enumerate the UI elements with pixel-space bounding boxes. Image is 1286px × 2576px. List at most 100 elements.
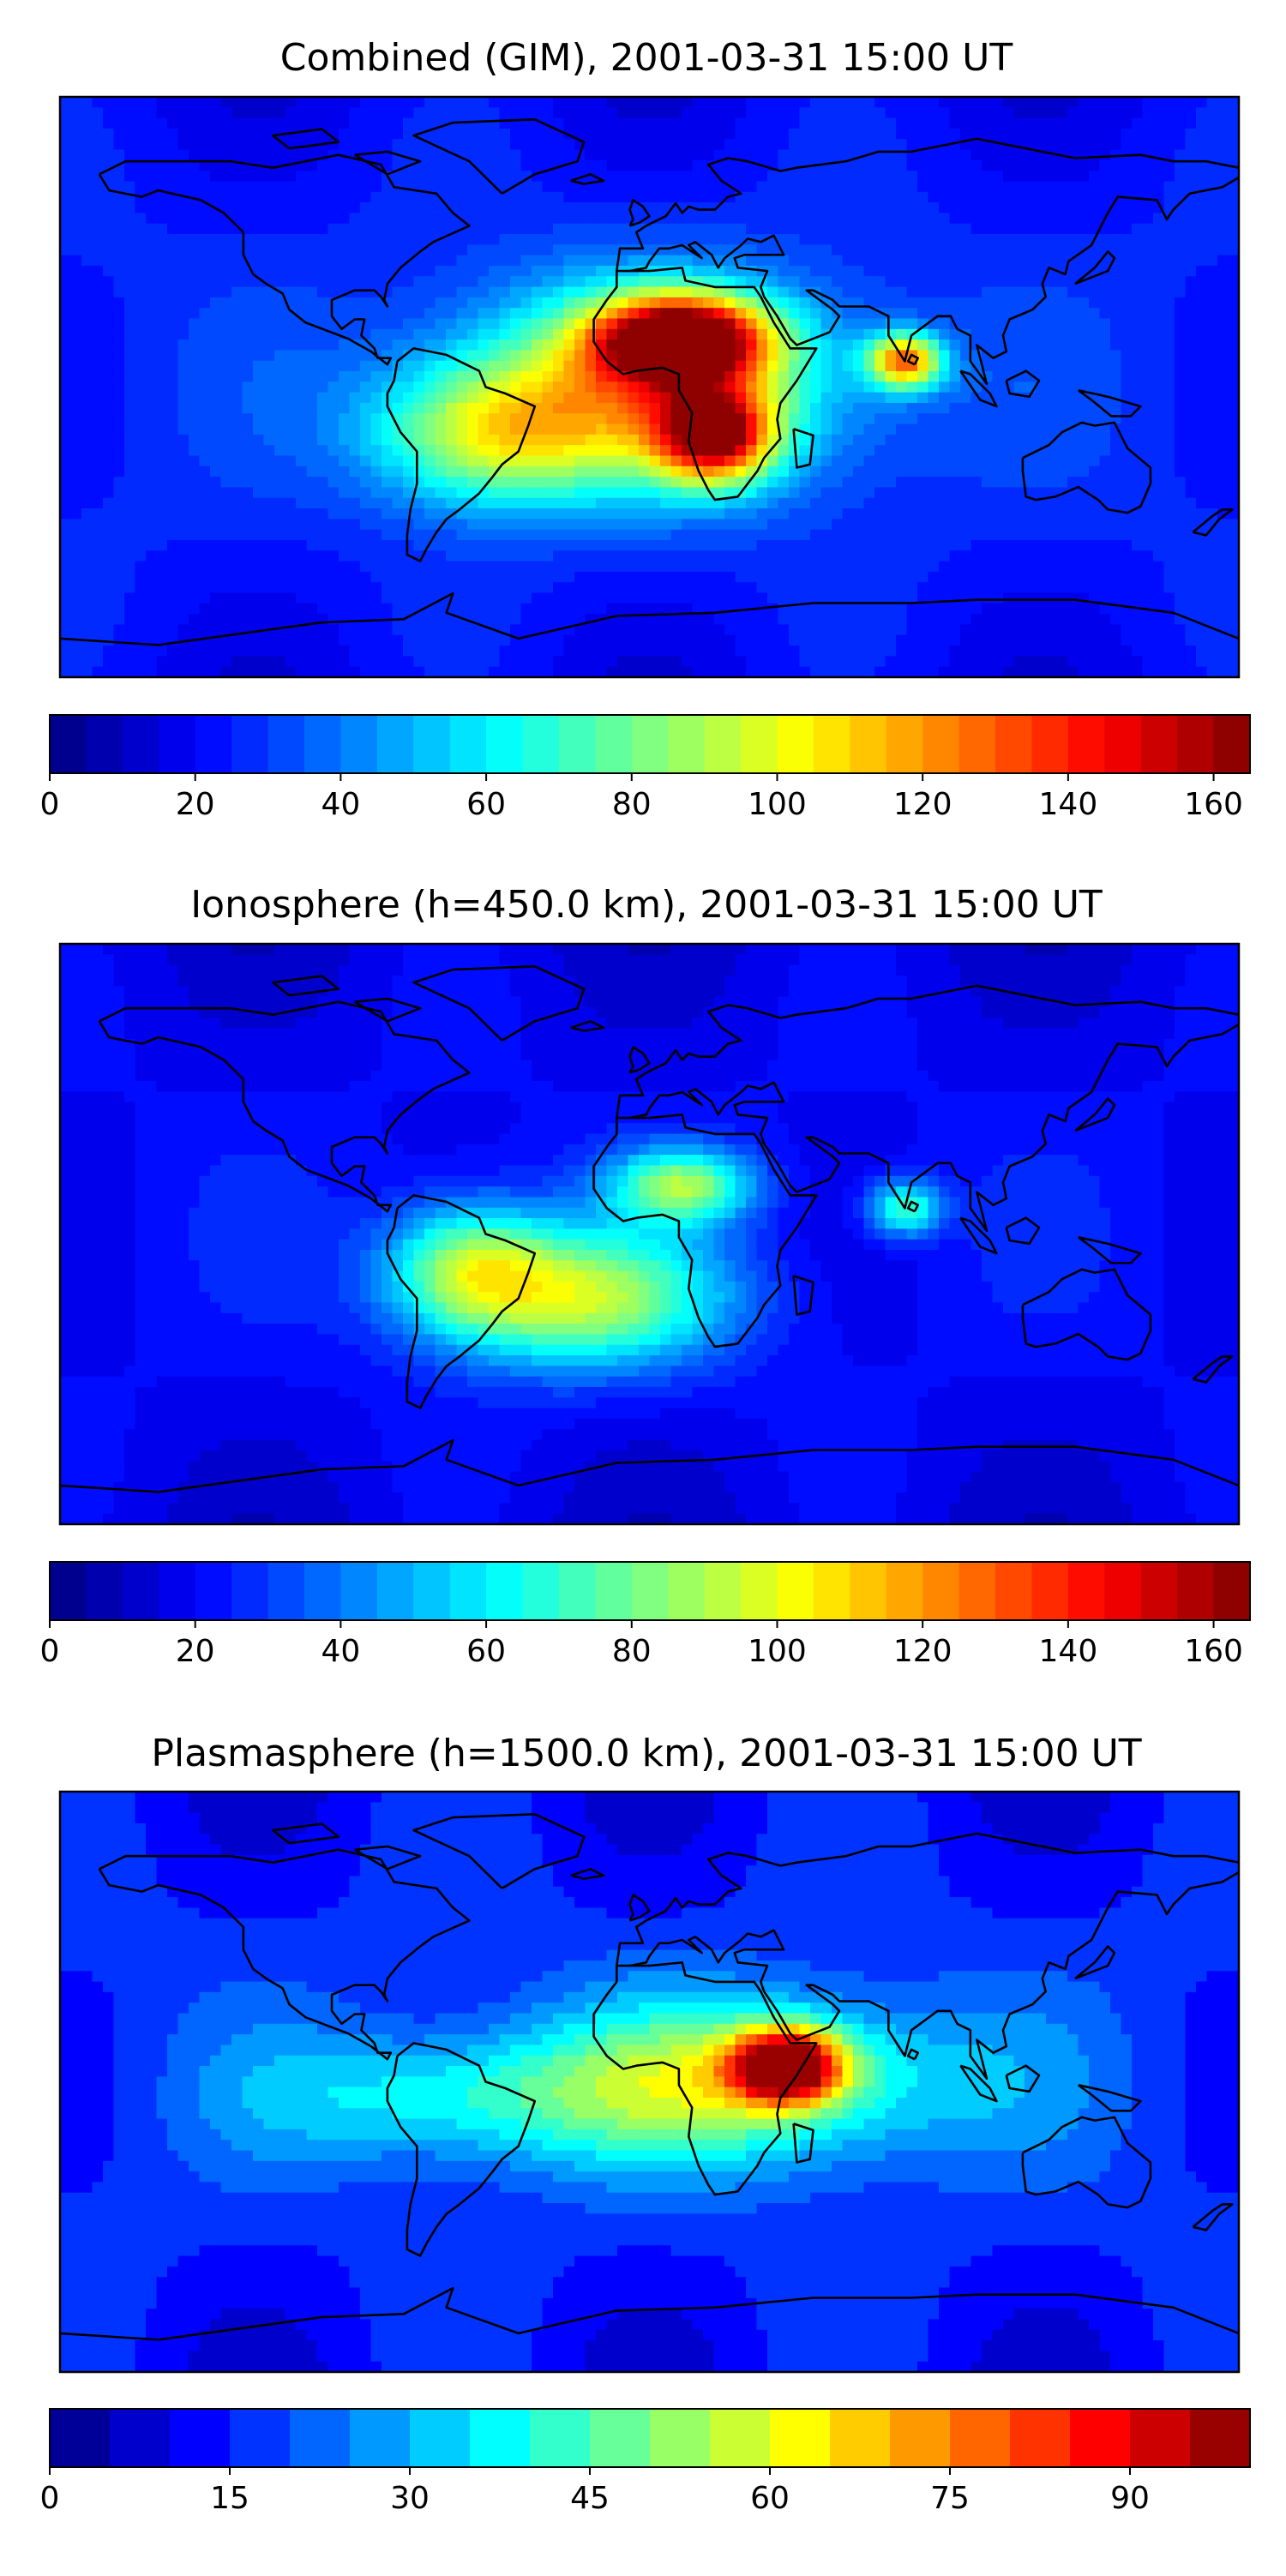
field-cell bbox=[392, 97, 404, 108]
field-cell bbox=[1132, 339, 1144, 351]
field-cell bbox=[1099, 455, 1111, 467]
field-cell bbox=[832, 392, 844, 404]
field-cell bbox=[1142, 413, 1154, 425]
field-cell bbox=[789, 413, 801, 425]
field-cell bbox=[478, 339, 490, 351]
field-cell bbox=[713, 487, 725, 499]
field-cell bbox=[1013, 159, 1025, 171]
field-cell bbox=[370, 381, 382, 393]
field-cell bbox=[435, 159, 447, 171]
field-cell bbox=[820, 561, 832, 573]
field-cell bbox=[1185, 276, 1197, 288]
field-cell bbox=[210, 128, 222, 140]
field-cell bbox=[639, 286, 651, 298]
field-cell bbox=[274, 402, 286, 414]
field-cell bbox=[1196, 423, 1208, 435]
field-cell bbox=[917, 318, 929, 330]
field-cell bbox=[285, 149, 297, 161]
field-cell bbox=[767, 255, 779, 267]
field-cell bbox=[1003, 308, 1015, 320]
field-cell bbox=[563, 455, 575, 467]
field-cell bbox=[113, 117, 125, 129]
field-cell bbox=[167, 308, 179, 320]
field-cell bbox=[1163, 465, 1175, 477]
field-cell bbox=[1078, 171, 1090, 183]
field-cell bbox=[1142, 234, 1154, 245]
field-cell bbox=[510, 350, 522, 362]
field-cell bbox=[499, 434, 511, 446]
field-cell bbox=[199, 550, 211, 562]
field-cell bbox=[532, 497, 544, 509]
field-cell bbox=[446, 529, 458, 541]
field-cell bbox=[167, 360, 179, 372]
field-cell bbox=[628, 392, 640, 404]
field-cell bbox=[606, 297, 618, 309]
field-cell bbox=[982, 381, 994, 393]
field-cell bbox=[1013, 234, 1025, 245]
field-cell bbox=[328, 477, 340, 489]
field-cell bbox=[156, 308, 168, 320]
field-cell bbox=[670, 149, 682, 161]
field-cell bbox=[446, 465, 458, 477]
field-cell bbox=[70, 97, 82, 108]
field-cell bbox=[156, 297, 168, 309]
field-cell bbox=[746, 297, 758, 309]
field-cell bbox=[617, 139, 629, 151]
field-cell bbox=[360, 455, 372, 467]
field-cell bbox=[767, 339, 779, 351]
field-cell bbox=[1196, 413, 1208, 425]
field-cell bbox=[863, 497, 875, 509]
field-cell bbox=[789, 181, 801, 193]
field-cell bbox=[263, 328, 275, 340]
field-cell bbox=[478, 159, 490, 171]
field-cell bbox=[713, 550, 725, 562]
field-cell bbox=[103, 392, 115, 404]
field-cell bbox=[177, 159, 189, 171]
field-cell bbox=[799, 328, 811, 340]
field-cell bbox=[574, 308, 586, 320]
field-cell bbox=[585, 234, 597, 245]
field-cell bbox=[81, 97, 93, 108]
field-cell bbox=[81, 139, 93, 151]
field-cell bbox=[382, 371, 394, 382]
field-cell bbox=[574, 159, 586, 171]
field-cell bbox=[1089, 297, 1101, 309]
field-cell bbox=[1078, 128, 1090, 140]
field-cell bbox=[553, 371, 565, 382]
field-cell bbox=[1003, 286, 1015, 298]
field-cell bbox=[435, 434, 447, 446]
field-cell bbox=[467, 128, 479, 140]
field-cell bbox=[70, 487, 82, 499]
field-cell bbox=[349, 413, 361, 425]
field-cell bbox=[949, 149, 961, 161]
field-cell bbox=[810, 318, 822, 330]
field-cell bbox=[789, 455, 801, 467]
field-cell bbox=[713, 371, 725, 382]
field-cell bbox=[92, 297, 104, 309]
field-cell bbox=[1013, 171, 1025, 183]
field-cell bbox=[446, 276, 458, 288]
field-cell bbox=[542, 149, 554, 161]
field-cell bbox=[167, 139, 179, 151]
field-cell bbox=[1121, 477, 1133, 489]
field-cell bbox=[1025, 550, 1037, 562]
field-cell bbox=[896, 561, 908, 573]
field-cell bbox=[713, 381, 725, 393]
field-cell bbox=[670, 276, 682, 288]
field-cell bbox=[874, 328, 886, 340]
field-cell bbox=[167, 276, 179, 288]
field-cell bbox=[1046, 392, 1058, 404]
field-cell bbox=[242, 413, 254, 425]
field-cell bbox=[263, 508, 275, 519]
field-cell bbox=[349, 117, 361, 129]
field-cell bbox=[135, 139, 147, 151]
field-cell bbox=[789, 97, 801, 108]
field-cell bbox=[735, 561, 747, 573]
field-cell bbox=[778, 159, 790, 171]
field-cell bbox=[1132, 286, 1144, 298]
field-cell bbox=[1046, 318, 1058, 330]
field-cell bbox=[853, 392, 865, 404]
field-cell bbox=[339, 117, 351, 129]
field-cell bbox=[220, 381, 232, 393]
field-cell bbox=[1196, 455, 1208, 467]
